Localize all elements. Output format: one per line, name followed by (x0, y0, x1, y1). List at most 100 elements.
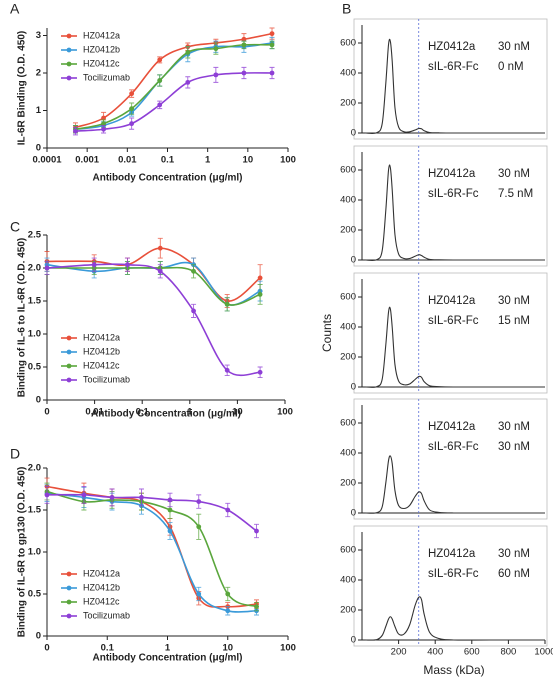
annotation: 30 nM (498, 41, 530, 53)
x-tick-label: 100 (280, 155, 296, 166)
y-tick-label: 200 (340, 352, 356, 363)
legend-label: HZ0412b (83, 44, 120, 54)
data-point (257, 369, 263, 375)
panel-frame (353, 18, 548, 140)
x-tick-label: 1000 (534, 647, 553, 658)
y-tick-label: 600 (340, 38, 356, 49)
panel-letter: A (10, 1, 20, 17)
data-point (129, 106, 135, 112)
x-tick-label: 100 (280, 643, 296, 654)
data-point (157, 78, 163, 83)
y-axis-title: Binding of IL-6 to IL-6R (O.D. 450) (17, 238, 28, 397)
x-tick-label: 0.1 (101, 643, 115, 654)
legend-label: HZ0412a (83, 332, 120, 342)
annotation: sIL-6R-Fc (428, 568, 479, 580)
x-tick-label: 10 (222, 643, 233, 654)
annotation: 30 nM (498, 421, 530, 433)
legend-marker (66, 335, 72, 341)
data-point (191, 308, 196, 314)
data-point (241, 36, 247, 42)
x-tick-label: 400 (427, 647, 443, 658)
y-tick-label: 600 (340, 292, 356, 303)
y-tick-label: 600 (340, 165, 356, 176)
data-point (225, 608, 231, 614)
annotation: sIL-6R-Fc (428, 441, 479, 453)
data-point (185, 79, 191, 85)
y-axis-title: Counts (320, 314, 334, 352)
y-tick-label: 1.5 (28, 505, 42, 516)
legend-marker (66, 349, 72, 355)
annotation: HZ0412a (428, 168, 476, 180)
x-tick-label: 1 (205, 155, 211, 166)
legend-marker (66, 571, 72, 577)
legend-label: HZ0412c (83, 360, 120, 370)
x-tick-label: 0 (44, 643, 49, 654)
annotation: 30 nM (498, 548, 530, 560)
panel-frame (353, 272, 548, 394)
data-point (73, 128, 78, 134)
y-tick-label: 200 (340, 225, 356, 236)
data-point (257, 292, 263, 297)
x-axis-title: Antibody Concentration (μg/ml) (91, 409, 241, 420)
fit-curve (46, 492, 257, 613)
legend-marker (66, 33, 72, 39)
y-tick-label: 400 (340, 448, 356, 459)
x-tick-label: 600 (464, 647, 480, 658)
legend-label: HZ0412b (83, 346, 120, 356)
y-tick-label: 1.0 (28, 329, 41, 340)
panel-frame (353, 398, 548, 520)
y-tick-label: 0 (351, 255, 356, 266)
annotation: 0 nM (498, 61, 524, 73)
data-point (225, 591, 231, 597)
legend-label: Tocilizumab (83, 72, 130, 82)
x-tick-label: 0.1 (136, 407, 150, 418)
y-tick-label: 2.0 (28, 263, 41, 274)
y-tick-label: 1.0 (28, 547, 41, 558)
annotation: 30 nM (498, 441, 530, 453)
x-axis-title: Antibody Concentration (μg/ml) (93, 653, 243, 664)
y-tick-label: 200 (340, 605, 356, 616)
y-tick-label: 600 (340, 418, 356, 429)
data-point (157, 245, 163, 251)
annotation: 60 nM (498, 568, 530, 580)
mass-histogram (365, 38, 545, 134)
data-point (224, 301, 230, 307)
annotation: 30 nM (498, 295, 530, 307)
y-tick-label: 0.5 (28, 589, 42, 600)
data-point (101, 115, 106, 121)
annotation: HZ0412a (428, 41, 476, 53)
fit-curve (46, 493, 257, 532)
legend-label: HZ0412a (83, 568, 120, 578)
y-tick-label: 0 (351, 128, 356, 139)
data-point (196, 499, 202, 504)
annotation: HZ0412a (428, 421, 476, 433)
data-point (196, 524, 202, 530)
y-tick-label: 1 (36, 105, 42, 116)
legend-label: Tocilizumab (83, 374, 130, 384)
y-tick-label: 0 (36, 395, 41, 406)
data-point (269, 42, 275, 48)
data-point (109, 495, 115, 500)
x-tick-label: 10 (232, 407, 243, 418)
annotation: sIL-6R-Fc (428, 315, 479, 327)
fit-curve (46, 485, 257, 608)
data-point (224, 367, 230, 373)
y-tick-label: 2 (36, 68, 41, 79)
x-tick-label: 800 (500, 647, 516, 658)
x-axis-title: Mass (kDa) (423, 663, 484, 677)
data-point (81, 492, 87, 498)
data-point (44, 492, 50, 498)
x-tick-label: 0.01 (85, 407, 104, 418)
panel-letter: D (10, 446, 20, 462)
mass-histogram (365, 455, 545, 514)
data-point (269, 31, 275, 37)
annotation: 30 nM (498, 168, 530, 180)
annotation: HZ0412a (428, 295, 476, 307)
data-point (139, 495, 144, 500)
legend-marker (66, 599, 72, 605)
panel-frame (353, 525, 548, 647)
y-tick-label: 400 (340, 68, 356, 79)
fit-curve (46, 490, 257, 608)
x-axis-title: Antibody Concentration (μg/ml) (93, 173, 243, 184)
